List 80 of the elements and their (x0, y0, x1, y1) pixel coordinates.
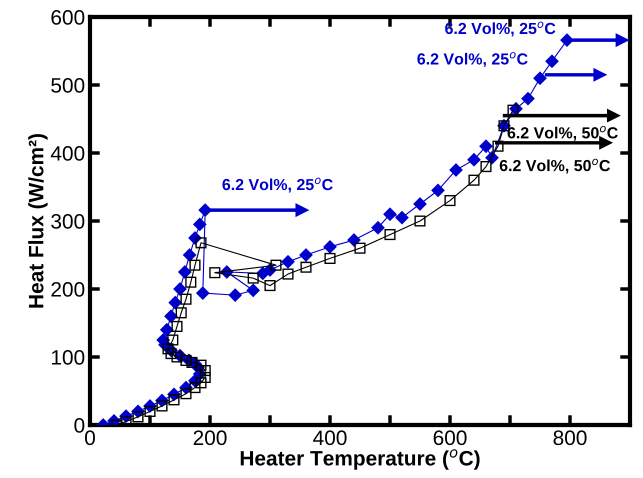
annotation: 6.2 Vol%, 25$^{o}$C (417, 52, 528, 67)
point (168, 296, 182, 310)
x-tick-label: 200 (194, 430, 227, 446)
point (281, 255, 295, 268)
point (196, 286, 210, 300)
point (444, 195, 456, 206)
point (347, 233, 361, 247)
point (180, 388, 192, 400)
point (156, 400, 168, 412)
point (171, 351, 183, 363)
point (467, 153, 481, 166)
point (282, 268, 294, 280)
point (300, 262, 312, 273)
point (167, 334, 178, 346)
point (160, 323, 174, 336)
point (468, 174, 480, 186)
point (479, 140, 493, 153)
point (183, 248, 196, 262)
point (545, 54, 559, 68)
point (413, 197, 427, 211)
point (165, 348, 177, 360)
point (521, 92, 535, 106)
point (171, 320, 183, 332)
point (449, 163, 463, 177)
point (168, 394, 180, 406)
x-tick-label: 0 (85, 430, 95, 446)
y-tick-label: 300 (51, 214, 84, 229)
point (384, 229, 396, 240)
point (323, 240, 337, 254)
point (189, 260, 201, 271)
point (164, 310, 178, 323)
point (132, 411, 144, 422)
point (180, 294, 192, 305)
point (270, 260, 282, 271)
point (414, 215, 426, 227)
x-tick-label: 600 (434, 430, 467, 446)
point (431, 184, 445, 197)
point (162, 343, 174, 354)
point (180, 354, 192, 366)
point (200, 372, 211, 383)
annotation: 6.2 Vol%, 25$^{o}$C (222, 178, 333, 193)
point (533, 72, 547, 85)
point (354, 242, 366, 254)
x-tick-label: 800 (554, 430, 587, 446)
y-tick-label: 600 (51, 10, 84, 25)
y-tick-label: 100 (52, 350, 84, 365)
point (173, 282, 187, 296)
y-tick-label: 200 (51, 282, 84, 297)
y-tick-label: 0 (74, 418, 84, 433)
y-tick-label: 400 (50, 146, 84, 161)
point (492, 140, 504, 152)
y-axis-title: Heat Flux (W/cm²) (28, 134, 48, 308)
annotation: 6.2 Vol%, 25$^{o}$C (445, 22, 556, 36)
point (248, 272, 259, 284)
point (480, 161, 492, 172)
point (200, 365, 211, 376)
point (324, 252, 336, 264)
point (178, 265, 192, 279)
point (195, 360, 207, 371)
point (195, 237, 207, 248)
y-tick-label: 500 (51, 78, 84, 93)
point (189, 382, 201, 394)
point (228, 288, 242, 302)
point (395, 211, 409, 224)
point (144, 406, 156, 417)
point (176, 307, 187, 318)
annotation: 6.2 Vol%, 50$^{o}$C (508, 126, 618, 141)
point (193, 218, 206, 231)
point (246, 284, 260, 297)
point (264, 280, 276, 292)
point (383, 208, 397, 221)
point (371, 221, 385, 234)
point (185, 276, 196, 288)
point (299, 248, 313, 262)
x-axis-title: Heater Temperature ($^{o}$C) (240, 449, 480, 470)
point (186, 356, 198, 368)
point (195, 377, 207, 388)
x-tick-label: 400 (313, 430, 347, 446)
annotation: 6.2 Vol%, 50$^{o}$C (500, 158, 610, 174)
point (209, 267, 220, 278)
